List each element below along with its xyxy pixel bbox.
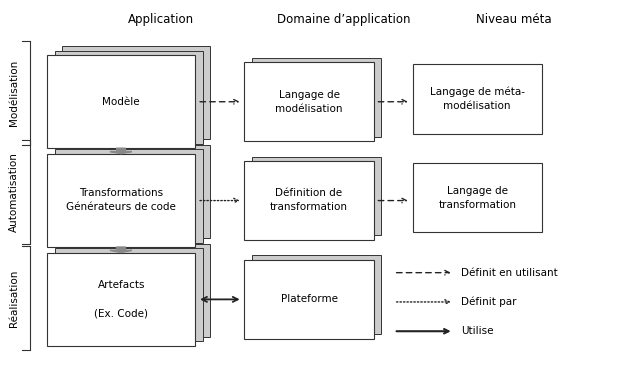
Text: Automatisation: Automatisation [9, 152, 19, 232]
Bar [62, 244, 210, 337]
Text: Domaine d’application: Domaine d’application [277, 13, 410, 26]
Text: Modélisation: Modélisation [9, 60, 19, 127]
Bar [47, 154, 195, 247]
Bar [413, 64, 542, 134]
Bar [47, 55, 195, 148]
Bar [62, 145, 210, 238]
Bar [244, 62, 374, 141]
FancyArrow shape [110, 247, 132, 253]
Text: Utilise: Utilise [461, 326, 494, 336]
Text: Transformations
Générateurs de code: Transformations Générateurs de code [66, 188, 176, 212]
Bar [413, 163, 542, 232]
Bar [244, 260, 374, 339]
FancyArrow shape [110, 148, 132, 154]
Text: Langage de méta-
modélisation: Langage de méta- modélisation [430, 87, 525, 111]
Bar [55, 51, 203, 144]
Bar [55, 149, 203, 243]
Bar [252, 255, 381, 334]
Bar [55, 248, 203, 341]
Bar [244, 161, 374, 240]
Text: Artefacts

(Ex. Code): Artefacts (Ex. Code) [94, 280, 148, 318]
Text: Niveau méta: Niveau méta [476, 13, 551, 26]
Bar [47, 253, 195, 346]
Text: Réalisation: Réalisation [9, 270, 19, 327]
Text: Langage de
modélisation: Langage de modélisation [275, 90, 343, 113]
Text: Définition de
transformation: Définition de transformation [270, 188, 348, 212]
Text: Langage de
transformation: Langage de transformation [438, 186, 516, 210]
Text: Application: Application [128, 13, 193, 26]
Text: Plateforme: Plateforme [280, 294, 338, 304]
Text: Définit par: Définit par [461, 297, 517, 307]
Text: Définit en utilisant: Définit en utilisant [461, 268, 558, 278]
Text: Modèle: Modèle [103, 97, 140, 107]
Bar [252, 58, 381, 137]
Bar [62, 46, 210, 139]
Bar [252, 157, 381, 235]
